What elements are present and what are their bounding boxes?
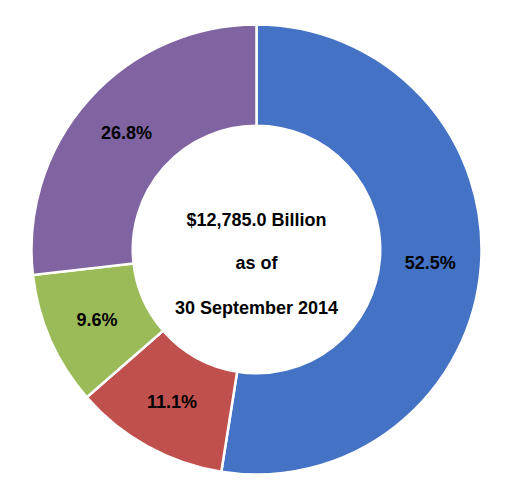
svg-text:11.1%: 11.1% [147,392,197,412]
svg-text:52.5%: 52.5% [405,253,456,273]
html-text:30 September 2014: 30 September 2014 [174,298,338,318]
svg-text:9.6%: 9.6% [76,310,117,330]
svg-text:26.8%: 26.8% [101,123,152,143]
html-text:as of: as of [235,253,278,273]
html-text:$12,785.0 Billion: $12,785.0 Billion [186,210,327,231]
